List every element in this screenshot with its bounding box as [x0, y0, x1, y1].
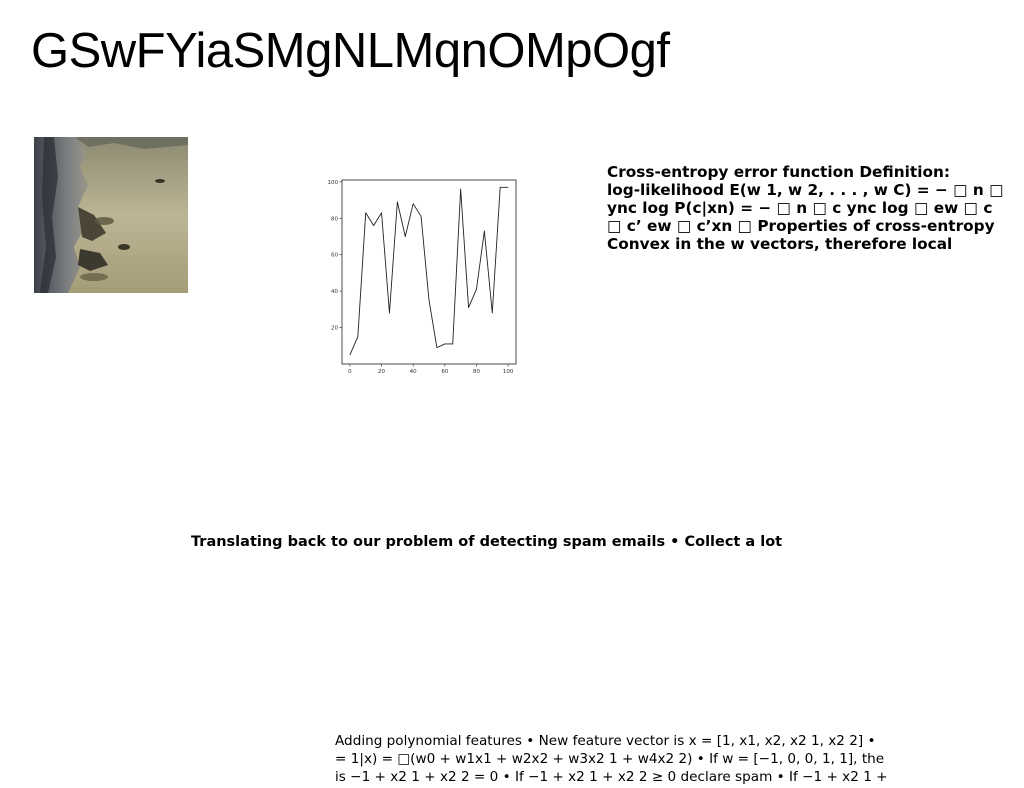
x-tick-label: 100	[503, 369, 514, 375]
data-point	[404, 236, 406, 237]
data-point	[389, 312, 390, 314]
text-line: log-likelihood E(w 1, w 2, . . . , w C) …	[607, 181, 1004, 199]
page-title: GSwFYiaSMgNLMqnOMpOgf	[31, 24, 670, 78]
data-point	[420, 216, 422, 217]
y-tick-label: 40	[331, 289, 338, 295]
line-chart: 0 20 40 60 80 100 20 40 60 80 100	[318, 172, 528, 378]
x-tick-label: 40	[410, 369, 417, 375]
data-point	[444, 343, 446, 345]
data-point	[460, 188, 461, 190]
spam-detection-text: Translating back to our problem of detec…	[191, 534, 783, 550]
data-point	[373, 225, 374, 226]
data-point	[397, 201, 398, 203]
data-point	[349, 354, 351, 356]
data-point	[484, 230, 485, 232]
data-point	[365, 212, 367, 214]
y-tick-label: 20	[331, 326, 338, 332]
x-tick-label: 80	[473, 369, 480, 375]
chart-frame	[341, 179, 517, 365]
x-tick-label: 0	[348, 369, 352, 375]
data-point	[381, 212, 382, 214]
coastal-cliff-photo	[34, 137, 188, 293]
data-point	[357, 336, 359, 337]
data-point	[436, 347, 438, 348]
y-tick-label: 80	[331, 216, 338, 222]
text-line: ync log P(c|xn) = − □ n □ c ync log □ ew…	[607, 199, 993, 217]
data-point	[452, 343, 454, 345]
data-point	[491, 312, 493, 314]
text-line: = 1|x) = □(w0 + w1x1 + w2x2 + w3x2 1 + w…	[335, 751, 885, 767]
data-point	[476, 289, 477, 290]
cross-entropy-text-block: Cross-entropy error function Definition:…	[607, 163, 1024, 253]
series-line	[349, 186, 509, 356]
data-point	[499, 186, 501, 188]
x-tick-label: 60	[441, 369, 448, 375]
text-line: Cross-entropy error function Definition:	[607, 163, 950, 181]
data-point	[412, 203, 414, 204]
text-line: □ c’ ew □ c’xn □ Properties of cross-ent…	[607, 217, 995, 235]
x-tick-label: 20	[378, 369, 385, 375]
text-line: Adding polynomial features • New feature…	[335, 733, 876, 749]
text-line: Convex in the w vectors, therefore local	[607, 235, 953, 253]
line-chart-canvas: 0 20 40 60 80 100 20 40 60 80 100	[328, 179, 517, 375]
y-tick-label: 60	[331, 253, 338, 259]
data-point	[428, 299, 430, 301]
polynomial-features-text-block: Adding polynomial features • New feature…	[335, 732, 895, 786]
y-tick-label: 100	[328, 180, 339, 186]
data-point	[507, 186, 509, 188]
text-line: is −1 + x2 1 + x2 2 = 0 • If −1 + x2 1 +…	[335, 769, 888, 785]
data-point	[468, 307, 469, 308]
